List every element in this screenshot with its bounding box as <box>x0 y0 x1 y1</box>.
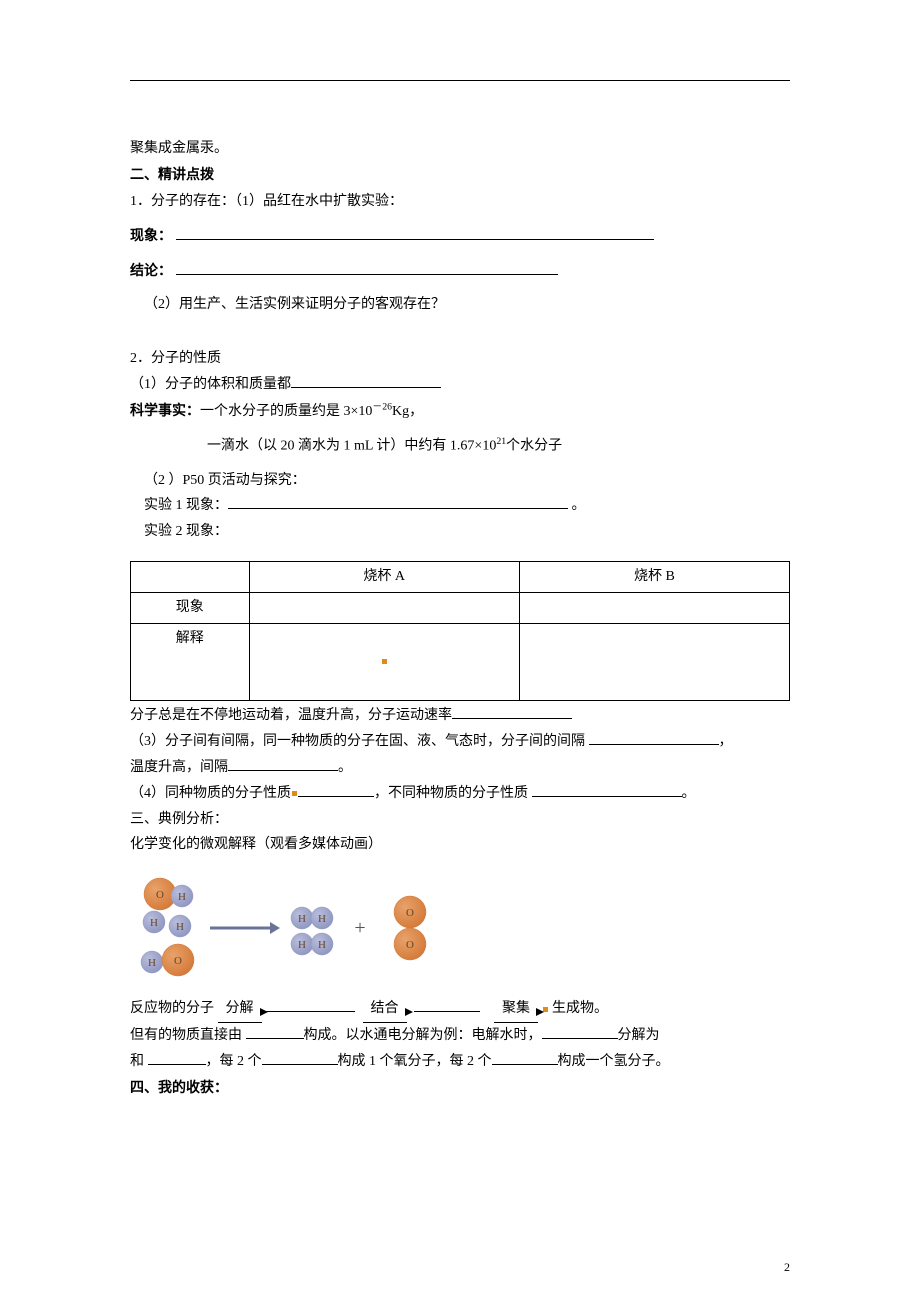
page-number: 2 <box>784 1256 790 1278</box>
row0-b[interactable] <box>519 593 789 624</box>
line-top: 聚集成金属汞。 <box>130 136 790 162</box>
flow-c-d: 构成一个氢分子。 <box>558 1054 670 1069</box>
experiment-table: 烧杯 A 烧杯 B 现象 解释 <box>130 561 790 701</box>
section-4-title: 四、我的收获： <box>130 1079 228 1095</box>
q2-sub4-a: （4）同种物质的分子性质 <box>130 786 291 801</box>
xianxiang-blank[interactable] <box>176 225 654 240</box>
q2-sub4-b: ，不同种物质的分子性质 <box>374 786 532 801</box>
flow-step3: 聚集 <box>502 1001 530 1016</box>
exp1-end: 。 <box>568 498 586 513</box>
row0-a[interactable] <box>249 593 519 624</box>
section-2-title: 二、精讲点拨 <box>130 166 214 182</box>
section-3-title: 三、典例分析： <box>130 807 790 833</box>
q2-sub3-b: 温度升高，间隔 <box>130 760 228 775</box>
flow-b-a: 但有的物质直接由 <box>130 1028 246 1043</box>
flow-c-blank3[interactable] <box>492 1050 558 1065</box>
q2-sub1-text: （1）分子的体积和质量都 <box>130 377 291 392</box>
svg-text:+: + <box>354 917 365 939</box>
fact-exp-a: －26 <box>372 401 392 412</box>
th-blank <box>131 562 250 593</box>
jielun-label: 结论： <box>130 262 172 278</box>
q2-sub3-b-tail: 。 <box>338 760 352 775</box>
q2-title: 2．分子的性质 <box>130 346 790 372</box>
svg-text:H: H <box>318 913 326 925</box>
fact-d: 个水分子 <box>506 439 562 454</box>
flow-c-blank1[interactable] <box>148 1050 206 1065</box>
orange-dot-icon <box>382 659 387 664</box>
flow-c-b: ，每 2 个 <box>206 1054 262 1069</box>
row1-b[interactable] <box>519 624 789 701</box>
row1-a[interactable] <box>249 624 519 701</box>
xianxiang-label: 现象： <box>130 227 172 243</box>
svg-text:O: O <box>406 939 414 951</box>
flow-b-b: 构成。以水通电分解为例：电解水时， <box>304 1028 542 1043</box>
after-table-a: 分子总是在不停地运动着，温度升高，分子运动速率 <box>130 708 452 723</box>
flow-blank2[interactable] <box>414 997 480 1012</box>
svg-text:O: O <box>156 889 164 901</box>
flow-b-blank1[interactable] <box>246 1024 304 1039</box>
after-table-blank[interactable] <box>452 704 572 719</box>
svg-text:O: O <box>174 955 182 967</box>
fact-exp-b: 21 <box>496 436 506 447</box>
flow-b-blank2[interactable] <box>542 1024 618 1039</box>
flow-end: 生成物。 <box>552 1001 608 1016</box>
exp1-blank[interactable] <box>228 494 568 509</box>
jielun-blank[interactable] <box>176 260 558 275</box>
exp1-label: 实验 1 现象： <box>144 498 228 513</box>
q2-sub3-tail: ， <box>719 734 733 749</box>
th-b: 烧杯 B <box>519 562 789 593</box>
fact-b: Kg， <box>392 404 423 419</box>
fact-a: 一个水分子的质量约是 3×10 <box>200 404 372 419</box>
svg-text:H: H <box>298 939 306 951</box>
flow-step2: 结合 <box>371 1001 399 1016</box>
q2-sub3-a: （3）分子间有间隔，同一种物质的分子在固、液、气态时，分子间的间隔 <box>130 734 589 749</box>
flow-blank1[interactable] <box>265 997 355 1012</box>
orange-dot-icon-2 <box>292 791 297 796</box>
q1-lead: 1．分子的存在：（1）品红在水中扩散实验： <box>130 189 790 215</box>
exp2-label: 实验 2 现象： <box>130 519 790 545</box>
svg-text:O: O <box>406 907 414 919</box>
q2-sub4-blank2[interactable] <box>532 782 682 797</box>
svg-text:H: H <box>318 939 326 951</box>
q2-sub3-blank1[interactable] <box>589 730 719 745</box>
row1-label: 解释 <box>131 624 250 701</box>
flow-b-c: 分解为 <box>618 1028 660 1043</box>
svg-text:H: H <box>178 891 186 903</box>
flow-c-c: 构成 1 个氧分子，每 2 个 <box>338 1054 492 1069</box>
flow-c-blank2[interactable] <box>262 1050 338 1065</box>
svg-text:H: H <box>298 913 306 925</box>
section-3-line: 化学变化的微观解释（观看多媒体动画） <box>130 832 790 858</box>
th-a: 烧杯 A <box>249 562 519 593</box>
flow-step1: 分解 <box>226 1001 254 1016</box>
row0-label: 现象 <box>131 593 250 624</box>
q2-sub1-blank[interactable] <box>291 373 441 388</box>
fact-c: 一滴水（以 20 滴水为 1 mL 计）中约有 1.67×10 <box>207 439 496 454</box>
svg-text:H: H <box>148 957 156 969</box>
q2-sub2: （2 ）P50 页活动与探究： <box>130 468 790 494</box>
flow-c-a: 和 <box>130 1054 148 1069</box>
flow-a: 反应物的分子 <box>130 1001 218 1016</box>
fact-label: 科学事实： <box>130 402 200 418</box>
q1-sub2: （2）用生产、生活实例来证明分子的客观存在？ <box>130 292 790 318</box>
q2-sub4-blank1[interactable] <box>298 782 374 797</box>
top-divider <box>130 80 790 81</box>
molecule-diagram: OHHHHOHHHH+OO <box>130 866 790 986</box>
svg-text:H: H <box>150 917 158 929</box>
svg-text:H: H <box>176 921 184 933</box>
q2-sub3-blank2[interactable] <box>228 756 338 771</box>
q2-sub4-tail: 。 <box>682 786 696 801</box>
